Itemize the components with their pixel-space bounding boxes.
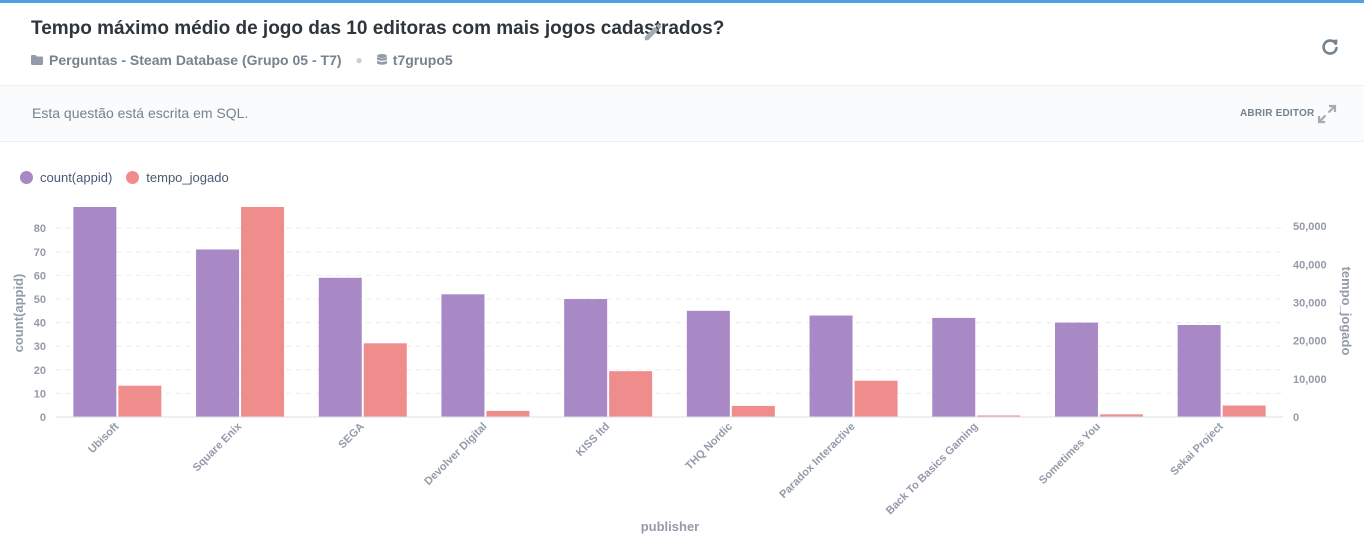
database-icon xyxy=(376,54,387,65)
bar-tempo-jogado[interactable] xyxy=(609,371,653,417)
bar-tempo-jogado[interactable] xyxy=(1099,414,1143,417)
x-tick-label: Back To Basics Gaming xyxy=(884,421,981,518)
y-left-tick-label: 60 xyxy=(34,270,46,282)
x-tick-label: Square Enix xyxy=(191,420,245,474)
legend-swatch-series-2 xyxy=(126,171,140,184)
left-axis-ticks: 0 10 20 30 40 50 60 70 80 xyxy=(34,223,46,424)
y-right-tick-label: 30,000 xyxy=(1293,297,1327,309)
refresh-icon[interactable] xyxy=(1320,37,1340,57)
chart-legend: count(appid) tempo_jogado xyxy=(20,170,243,185)
bar-count-appid[interactable] xyxy=(932,317,976,417)
chart-bars xyxy=(73,207,1266,417)
bar-tempo-jogado[interactable] xyxy=(854,380,898,417)
y-left-tick-label: 20 xyxy=(34,365,46,377)
x-tick-label: Devolver Digital xyxy=(422,421,489,488)
x-tick-label: Sometimes You xyxy=(1037,421,1103,487)
y-right-tick-label: 10,000 xyxy=(1293,374,1327,386)
bar-tempo-jogado[interactable] xyxy=(118,385,162,417)
page-title: Tempo máximo médio de jogo das 10 editor… xyxy=(31,18,725,39)
x-tick-label: Ubisoft xyxy=(86,420,122,456)
bar-count-appid[interactable] xyxy=(1054,322,1098,417)
bar-chart: 0 10 20 30 40 50 60 70 80 0 10,000 20,000 30,000 40,… xyxy=(11,207,1354,534)
y-axis-left-title: count(appid) xyxy=(11,274,26,353)
y-left-tick-label: 80 xyxy=(34,223,46,235)
legend-item-series-2[interactable]: tempo_jogado xyxy=(126,170,229,185)
legend-swatch-series-1 xyxy=(20,171,33,184)
x-axis-ticks: Ubisoft Square Enix SEGA Devolver Digital KI… xyxy=(86,420,1226,517)
bar-count-appid[interactable] xyxy=(1177,324,1221,417)
x-tick-label: Sekai Project xyxy=(1168,420,1226,478)
separator-dot: ● xyxy=(355,53,363,67)
chart-gridlines xyxy=(56,227,1283,394)
expand-icon[interactable] xyxy=(1316,103,1338,125)
y-left-tick-label: 0 xyxy=(40,412,46,424)
bar-tempo-jogado[interactable] xyxy=(1222,405,1266,417)
open-editor-button[interactable]: ABRIR EDITOR xyxy=(1240,108,1315,119)
sql-notice-text: Esta questão está escrita em SQL. xyxy=(32,105,249,121)
y-right-tick-label: 40,000 xyxy=(1293,259,1327,271)
y-axis-right-title: tempo_jogado xyxy=(1339,267,1354,356)
bar-tempo-jogado[interactable] xyxy=(486,410,530,417)
bar-count-appid[interactable] xyxy=(686,310,730,417)
y-right-tick-label: 20,000 xyxy=(1293,336,1327,348)
bar-tempo-jogado[interactable] xyxy=(977,415,1021,417)
question-header: Tempo máximo médio de jogo das 10 editor… xyxy=(0,3,1364,85)
bar-count-appid[interactable] xyxy=(73,207,117,417)
right-axis-ticks: 0 10,000 20,000 30,000 40,000 50,000 xyxy=(1293,221,1327,424)
bar-count-appid[interactable] xyxy=(196,249,240,417)
folder-icon xyxy=(31,55,43,65)
y-left-tick-label: 50 xyxy=(34,294,46,306)
legend-label-series-2: tempo_jogado xyxy=(146,170,229,185)
y-left-tick-label: 40 xyxy=(34,318,46,330)
x-tick-label: SEGA xyxy=(336,421,367,452)
bar-count-appid[interactable] xyxy=(441,294,485,417)
x-axis-title: publisher xyxy=(641,519,700,534)
bar-tempo-jogado[interactable] xyxy=(241,207,285,417)
legend-item-series-1[interactable]: count(appid) xyxy=(20,170,112,185)
y-left-tick-label: 30 xyxy=(34,341,46,353)
x-tick-label: KISS ltd xyxy=(574,421,612,459)
edit-pencil-icon[interactable] xyxy=(642,21,664,43)
sql-notice-bar: Esta questão está escrita em SQL. ABRIR … xyxy=(0,85,1364,142)
bar-tempo-jogado[interactable] xyxy=(731,405,775,417)
x-tick-label: Paradox Interactive xyxy=(777,421,857,501)
bar-count-appid[interactable] xyxy=(564,299,608,417)
bar-count-appid[interactable] xyxy=(318,277,362,417)
y-right-tick-label: 0 xyxy=(1293,412,1299,424)
collection-link[interactable]: Perguntas - Steam Database (Grupo 05 - T… xyxy=(49,52,342,68)
bar-count-appid[interactable] xyxy=(809,315,853,417)
legend-label-series-1: count(appid) xyxy=(40,170,113,185)
top-accent-line xyxy=(0,0,1364,3)
breadcrumb: Perguntas - Steam Database (Grupo 05 - T… xyxy=(31,52,453,68)
y-left-tick-label: 10 xyxy=(34,388,46,400)
bar-tempo-jogado[interactable] xyxy=(363,343,407,417)
database-link[interactable]: t7grupo5 xyxy=(392,52,453,68)
y-left-tick-label: 70 xyxy=(34,247,46,259)
y-right-tick-label: 50,000 xyxy=(1293,221,1327,233)
x-tick-label: THQ Nordic xyxy=(683,421,735,473)
